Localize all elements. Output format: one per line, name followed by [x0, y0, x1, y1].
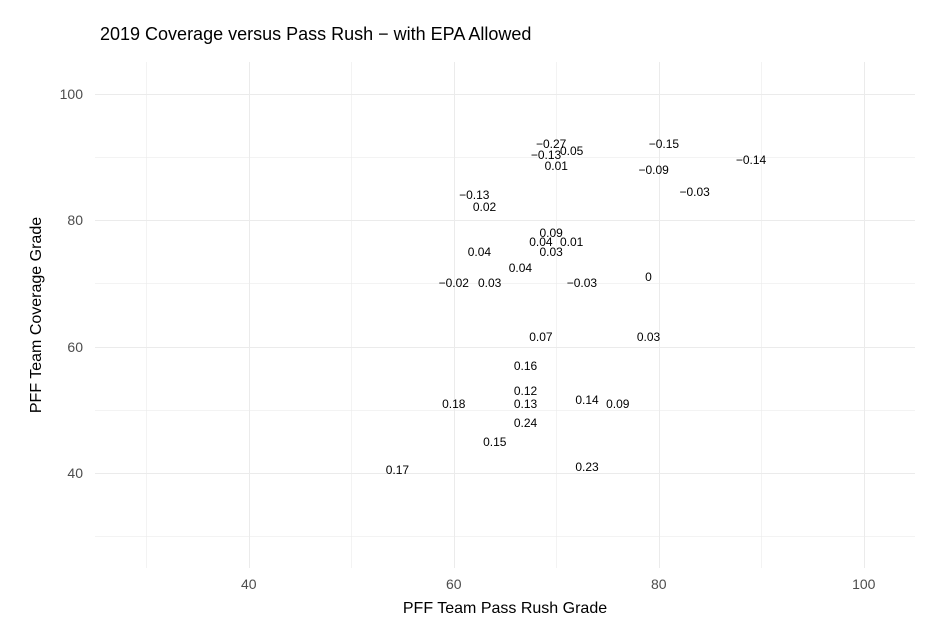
- y-tick-label: 100: [60, 86, 83, 102]
- scatter-chart: 2019 Coverage versus Pass Rush − with EP…: [0, 0, 939, 640]
- data-point-label: −0.02: [439, 276, 469, 290]
- data-point-label: 0.13: [514, 397, 537, 411]
- data-point-label: 0.16: [514, 359, 537, 373]
- gridline-h: [95, 94, 915, 95]
- y-tick-label: 40: [67, 465, 83, 481]
- data-point-label: 0.03: [478, 276, 501, 290]
- data-point-label: 0.17: [386, 463, 409, 477]
- data-point-label: 0.03: [539, 245, 562, 259]
- gridline-h-minor: [95, 410, 915, 411]
- data-point-label: −0.03: [567, 276, 597, 290]
- gridline-h-minor: [95, 283, 915, 284]
- data-point-label: −0.15: [649, 137, 679, 151]
- data-point-label: 0.01: [560, 235, 583, 249]
- gridline-v-minor: [146, 62, 147, 568]
- data-point-label: 0.24: [514, 416, 537, 430]
- plot-area: −0.270.05−0.13−0.15−0.140.01−0.09−0.03−0…: [95, 62, 915, 568]
- x-tick-label: 60: [446, 576, 462, 592]
- y-tick-label: 60: [67, 339, 83, 355]
- data-point-label: 0.05: [560, 144, 583, 158]
- data-point-label: 0.03: [637, 330, 660, 344]
- data-point-label: −0.09: [638, 163, 668, 177]
- data-point-label: −0.14: [736, 153, 766, 167]
- gridline-v: [864, 62, 865, 568]
- data-point-label: 0.15: [483, 435, 506, 449]
- data-point-label: 0.23: [575, 460, 598, 474]
- chart-title: 2019 Coverage versus Pass Rush − with EP…: [100, 24, 531, 45]
- data-point-label: 0.01: [545, 159, 568, 173]
- data-point-label: 0.02: [473, 200, 496, 214]
- gridline-v-minor: [351, 62, 352, 568]
- gridline-h-minor: [95, 157, 915, 158]
- y-axis-label: PFF Team Coverage Grade: [28, 217, 46, 413]
- x-tick-label: 100: [852, 576, 875, 592]
- data-point-label: 0.18: [442, 397, 465, 411]
- data-point-label: 0: [645, 270, 652, 284]
- x-tick-label: 80: [651, 576, 667, 592]
- data-point-label: 0.04: [468, 245, 491, 259]
- gridline-v: [249, 62, 250, 568]
- gridline-v-minor: [761, 62, 762, 568]
- data-point-label: 0.04: [509, 261, 532, 275]
- gridline-v: [454, 62, 455, 568]
- gridline-h: [95, 473, 915, 474]
- x-tick-label: 40: [241, 576, 257, 592]
- data-point-label: 0.07: [529, 330, 552, 344]
- gridline-h-minor: [95, 536, 915, 537]
- y-tick-label: 80: [67, 212, 83, 228]
- gridline-h: [95, 220, 915, 221]
- data-point-label: 0.14: [575, 393, 598, 407]
- x-axis-label: PFF Team Pass Rush Grade: [403, 600, 607, 618]
- data-point-label: 0.09: [606, 397, 629, 411]
- gridline-h: [95, 347, 915, 348]
- data-point-label: −0.03: [679, 185, 709, 199]
